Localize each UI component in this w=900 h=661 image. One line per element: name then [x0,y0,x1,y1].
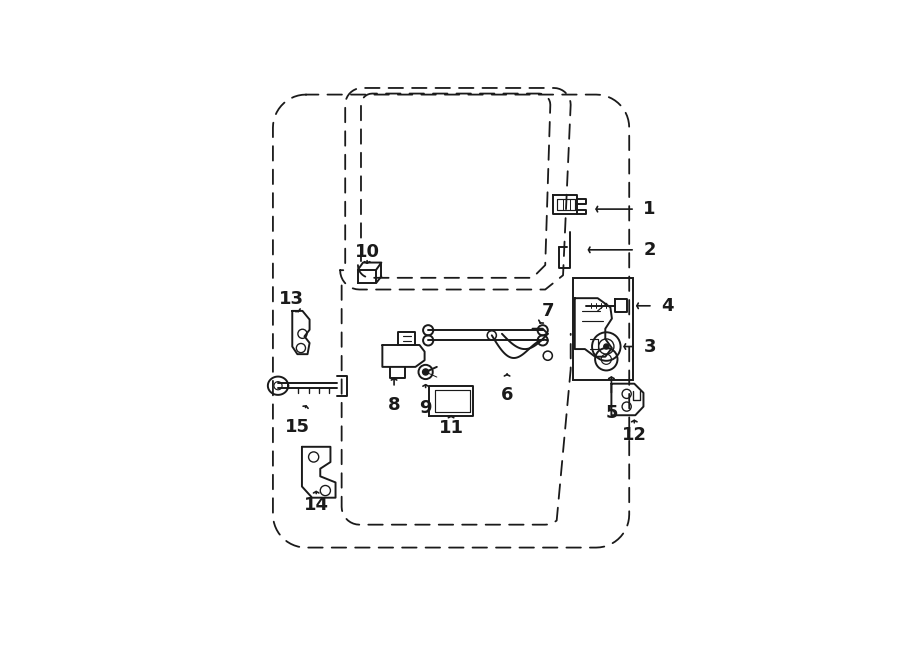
Circle shape [604,344,609,349]
Text: 12: 12 [622,420,647,444]
Text: 14: 14 [303,492,328,514]
Bar [573,278,634,379]
Text: 3: 3 [624,338,656,356]
Text: 15: 15 [285,406,310,436]
Text: 10: 10 [355,243,380,263]
Text: 1: 1 [596,200,656,218]
Text: 11: 11 [438,416,464,437]
Circle shape [423,369,428,375]
Text: 2: 2 [589,241,656,259]
Text: 13: 13 [279,290,304,311]
Text: 6: 6 [500,374,513,404]
Text: 8: 8 [388,379,400,414]
Text: 7: 7 [539,302,554,323]
Text: 4: 4 [637,297,673,315]
Text: 5: 5 [605,377,617,422]
Text: 9: 9 [419,385,432,416]
